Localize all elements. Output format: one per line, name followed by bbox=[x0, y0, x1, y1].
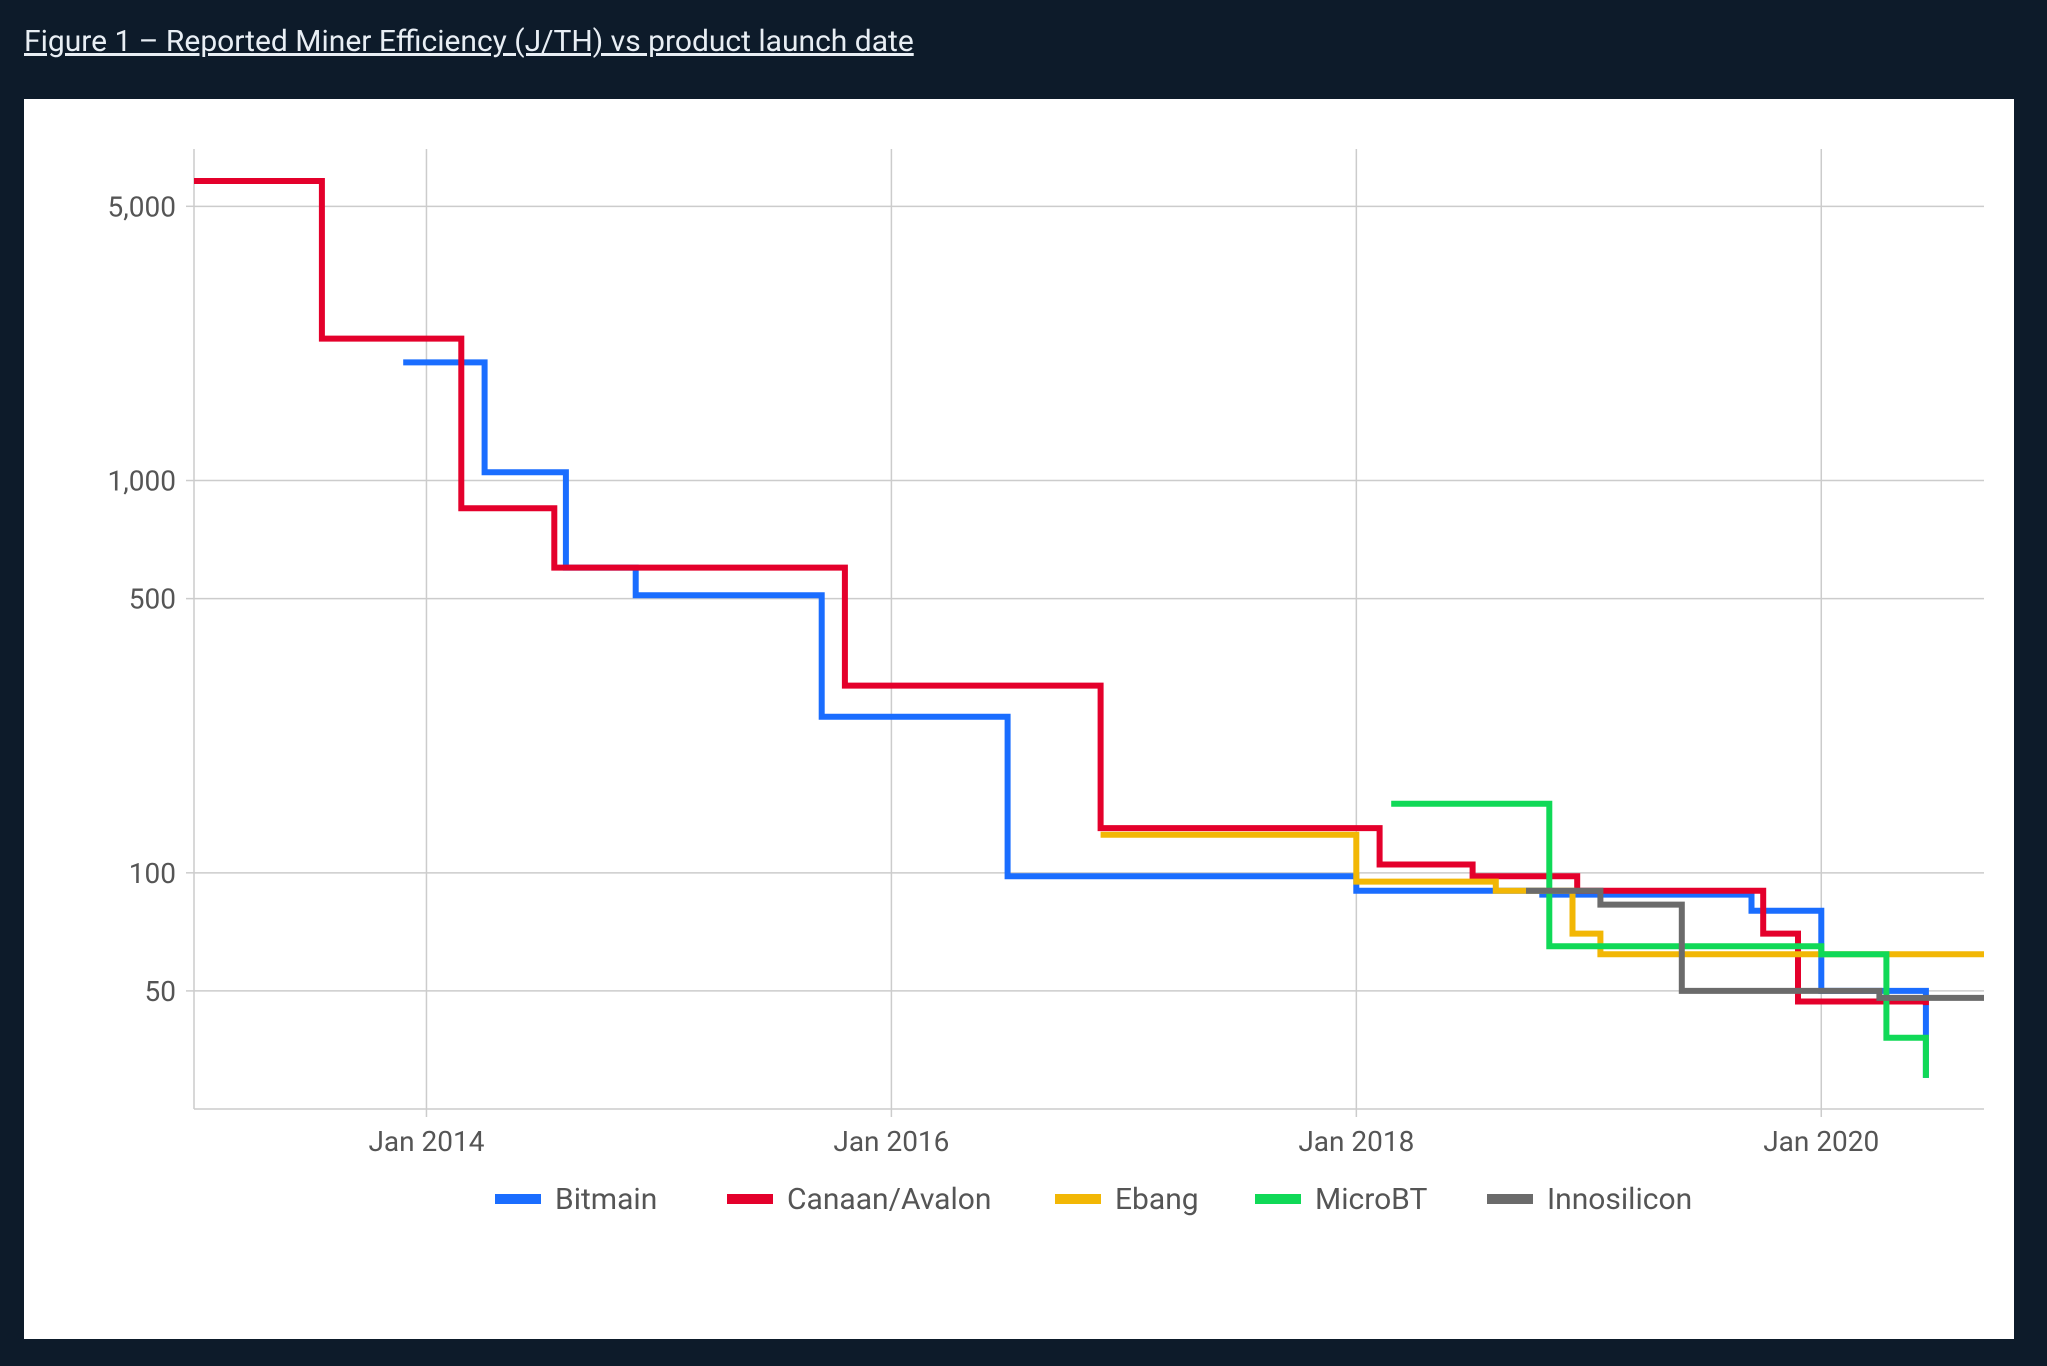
y-tick-label: 5,000 bbox=[108, 190, 176, 223]
legend-label: Ebang bbox=[1115, 1182, 1199, 1217]
y-tick-label: 100 bbox=[129, 857, 176, 890]
y-tick-label: 1,000 bbox=[108, 465, 176, 498]
legend-label: Innosilicon bbox=[1547, 1182, 1692, 1217]
legend-swatch bbox=[1055, 1194, 1101, 1204]
y-tick-label: 50 bbox=[145, 975, 176, 1008]
legend-label: MicroBT bbox=[1315, 1182, 1427, 1217]
x-tick-label: Jan 2018 bbox=[1298, 1125, 1414, 1158]
x-tick-label: Jan 2016 bbox=[833, 1125, 949, 1158]
line-chart: 50 100 500 1,000 5,000 Jan 2014 Jan 2016 Jan 20… bbox=[24, 99, 2014, 1339]
legend-swatch bbox=[1487, 1194, 1533, 1204]
x-tick-label: Jan 2020 bbox=[1763, 1125, 1879, 1158]
y-tick-label: 500 bbox=[129, 583, 176, 616]
figure-title[interactable]: Figure 1 – Reported Miner Efficiency (J/… bbox=[24, 24, 914, 59]
chart-area: 50 100 500 1,000 5,000 Jan 2014 Jan 2016 Jan 20… bbox=[24, 99, 2014, 1339]
x-tick-label: Jan 2014 bbox=[368, 1125, 484, 1158]
legend-swatch bbox=[1255, 1194, 1301, 1204]
legend-swatch bbox=[495, 1194, 541, 1204]
legend-swatch bbox=[727, 1194, 773, 1204]
legend-label: Canaan/Avalon bbox=[787, 1182, 991, 1217]
legend-label: Bitmain bbox=[555, 1182, 657, 1217]
